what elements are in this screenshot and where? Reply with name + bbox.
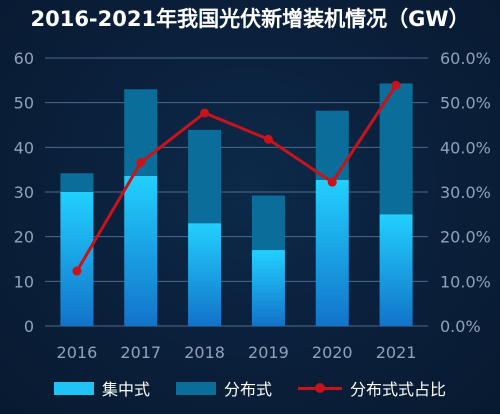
y-left-tick-label: 30 bbox=[14, 183, 34, 202]
y-left-tick-label: 40 bbox=[14, 138, 34, 157]
share-point bbox=[72, 266, 82, 276]
bars bbox=[60, 83, 413, 326]
y-right-tick-label: 60.0% bbox=[440, 49, 491, 68]
bar-distributed bbox=[188, 129, 222, 224]
legend-item-distributed: 分布式 bbox=[175, 376, 272, 400]
y-left-tick-label: 10 bbox=[14, 272, 34, 291]
chart-title: 2016-2021年我国光伏新增装机情况（GW） bbox=[30, 7, 470, 31]
y-left-tick-label: 0 bbox=[24, 317, 34, 336]
share-line-path bbox=[75, 84, 398, 272]
bar-central bbox=[251, 250, 285, 326]
x-tick-label: 2018 bbox=[184, 343, 225, 362]
y-right-tick-label: 50.0% bbox=[440, 94, 491, 113]
y-left-tick-label: 20 bbox=[14, 228, 34, 247]
bar-central bbox=[379, 214, 413, 326]
bar-distributed bbox=[60, 173, 94, 192]
bar-central bbox=[124, 175, 158, 326]
x-tick-label: 2017 bbox=[120, 343, 161, 362]
legend-label-central: 集中式 bbox=[101, 380, 150, 399]
legend-swatch-share bbox=[298, 382, 342, 395]
legend-swatch-central bbox=[53, 381, 94, 395]
legend: 集中式 分布式 分布式式占比 bbox=[0, 376, 500, 400]
bar-distributed bbox=[251, 195, 285, 251]
bar-central bbox=[315, 179, 349, 326]
bar-central bbox=[60, 192, 94, 326]
left-axis-ticks: 0 10 20 30 40 50 60 bbox=[14, 49, 34, 336]
grid-lines bbox=[45, 57, 428, 327]
share-point bbox=[136, 158, 146, 168]
legend-swatch-distributed bbox=[175, 381, 216, 395]
x-axis-ticks: 2016 2017 2018 2019 2020 2021 bbox=[57, 343, 417, 362]
share-line bbox=[72, 80, 401, 276]
x-tick-label: 2020 bbox=[312, 343, 353, 362]
right-axis-ticks: 0.0% 10.0% 20.0% 30.0% 40.0% 50.0% 60.0% bbox=[440, 49, 491, 336]
bar-distributed bbox=[379, 83, 413, 215]
y-right-tick-label: 0.0% bbox=[440, 317, 481, 336]
share-point bbox=[327, 177, 337, 187]
legend-item-central: 集中式 bbox=[53, 376, 150, 400]
y-right-tick-label: 20.0% bbox=[440, 228, 491, 247]
share-point bbox=[263, 134, 273, 144]
legend-label-distributed: 分布式 bbox=[223, 380, 272, 399]
y-right-tick-label: 40.0% bbox=[440, 138, 491, 157]
y-right-tick-label: 30.0% bbox=[440, 183, 491, 202]
share-point bbox=[391, 80, 401, 90]
legend-item-share: 分布式式占比 bbox=[298, 376, 446, 400]
y-left-tick-label: 60 bbox=[14, 49, 34, 68]
x-tick-label: 2016 bbox=[57, 343, 98, 362]
share-point bbox=[200, 108, 210, 118]
x-tick-label: 2021 bbox=[376, 343, 417, 362]
bar-central bbox=[188, 223, 222, 326]
legend-label-share: 分布式式占比 bbox=[350, 380, 447, 399]
x-tick-label: 2019 bbox=[248, 343, 289, 362]
y-right-tick-label: 10.0% bbox=[440, 272, 491, 291]
bar-distributed bbox=[315, 110, 349, 180]
y-left-tick-label: 50 bbox=[14, 94, 34, 113]
